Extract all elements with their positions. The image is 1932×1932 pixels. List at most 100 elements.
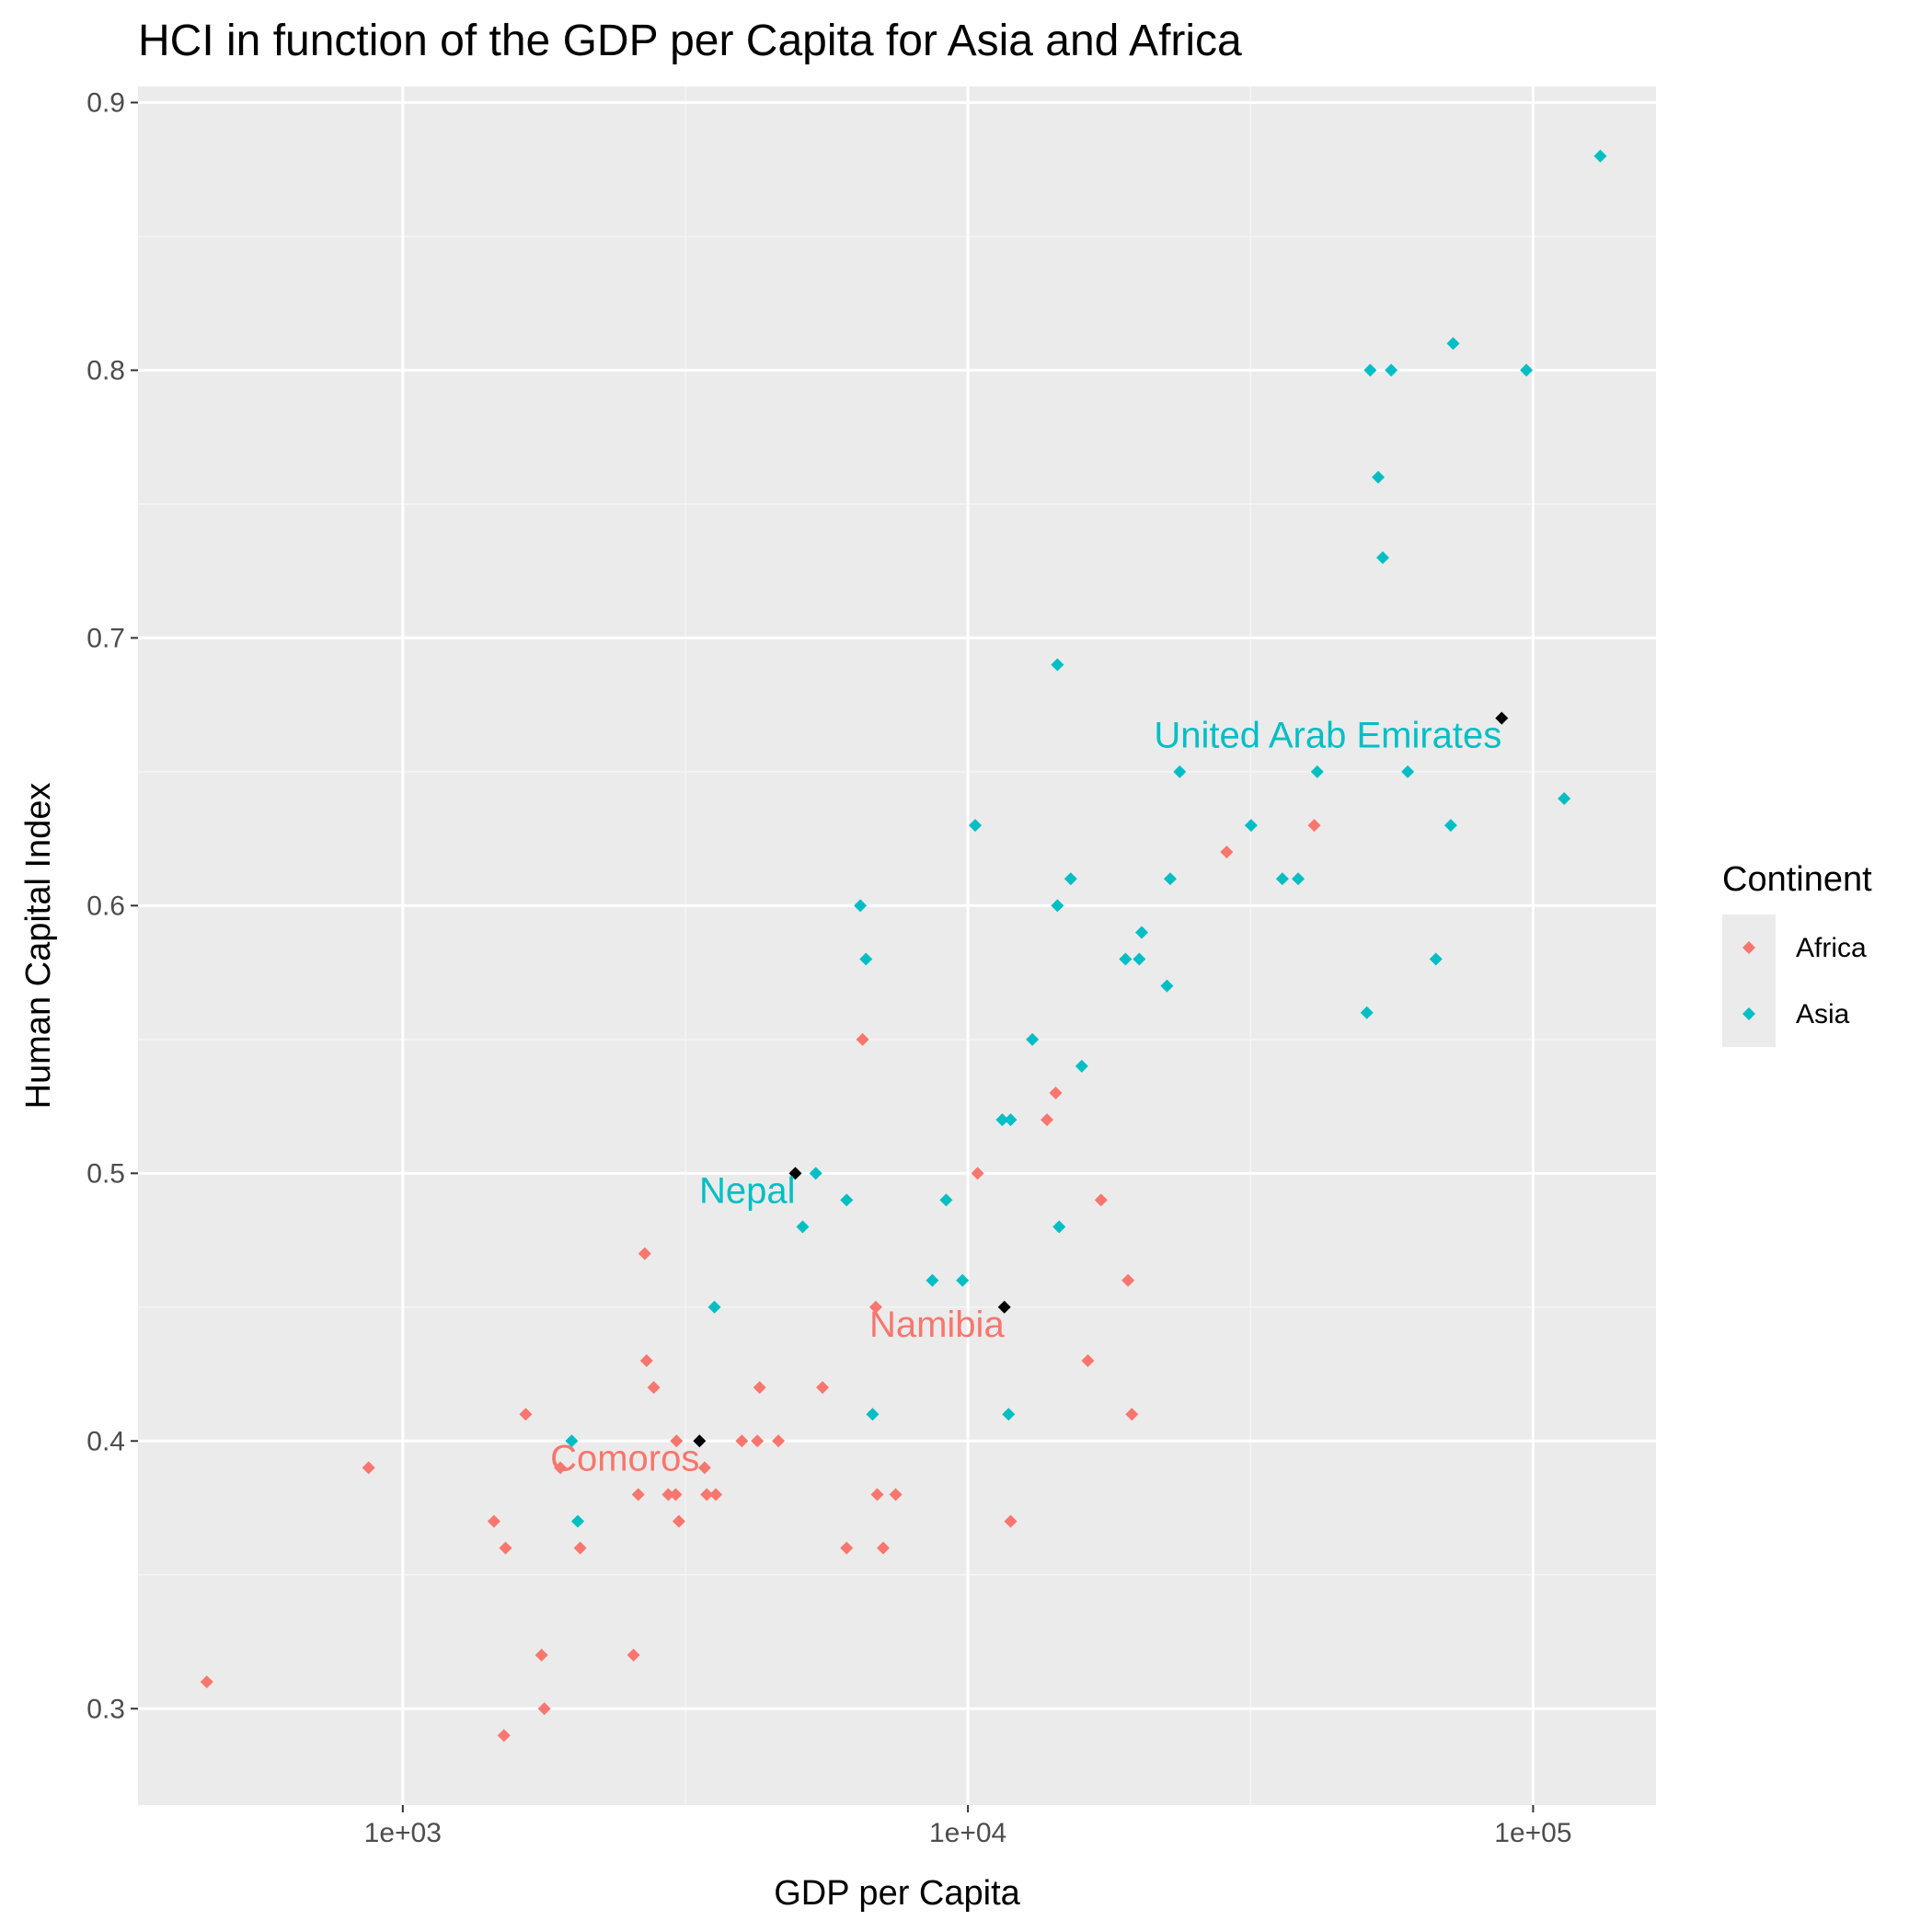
highlighted-point <box>997 1300 1011 1314</box>
data-points <box>200 149 1607 1742</box>
data-point-africa <box>709 1488 723 1501</box>
x-tick-label: 1e+03 <box>364 1818 442 1848</box>
data-point-africa <box>487 1514 500 1528</box>
data-point-africa <box>661 1488 675 1501</box>
data-point-africa <box>700 1488 714 1501</box>
data-point-africa <box>1220 845 1234 859</box>
data-point-africa <box>670 1434 684 1448</box>
minor-gridlines <box>138 86 1656 1805</box>
legend-label: Asia <box>1796 999 1850 1029</box>
data-point-asia <box>1004 1113 1018 1127</box>
data-point-asia <box>1160 979 1174 993</box>
data-point-asia <box>854 899 868 913</box>
data-point-africa <box>554 1461 568 1475</box>
data-point-asia <box>1446 337 1460 351</box>
data-point-africa <box>1125 1408 1139 1421</box>
data-point-africa <box>535 1649 548 1662</box>
y-tick-label: 0.9 <box>86 87 125 118</box>
data-point-africa <box>1307 819 1321 833</box>
data-point-africa <box>497 1729 511 1742</box>
data-point-africa <box>772 1434 786 1448</box>
data-point-asia <box>1026 1032 1040 1046</box>
data-point-asia <box>859 952 873 966</box>
data-point-africa <box>753 1381 766 1395</box>
annotation-label: Nepal <box>699 1170 796 1211</box>
data-point-asia <box>571 1514 585 1528</box>
legend-keys: Africa Asia <box>1722 914 1867 1047</box>
data-point-asia <box>796 1220 810 1234</box>
data-point-asia <box>1002 1408 1016 1421</box>
x-axis: 1e+03 1e+04 1e+05 <box>364 1805 1572 1848</box>
data-point-africa <box>672 1514 685 1528</box>
data-point-asia <box>926 1273 939 1287</box>
highlighted-point <box>1495 711 1509 725</box>
data-point-asia <box>1363 363 1377 377</box>
data-point-asia <box>1275 872 1289 886</box>
legend: Continent Africa Asia <box>1722 860 1872 1047</box>
x-tick-label: 1e+05 <box>1494 1818 1571 1848</box>
highlighted-points <box>693 711 1509 1448</box>
point-annotations: United Arab Emirates Nepal Namibia Comoros <box>550 716 1501 1479</box>
data-point-africa <box>200 1675 213 1689</box>
annotation-label: United Arab Emirates <box>1154 716 1501 756</box>
x-tick-label: 1e+04 <box>929 1818 1006 1848</box>
data-point-africa <box>627 1649 640 1662</box>
chart-title: HCI in function of the GDP per Capita fo… <box>138 17 1242 65</box>
y-tick-label: 0.4 <box>86 1426 125 1456</box>
data-point-asia <box>995 1113 1009 1127</box>
annotation-label: Comoros <box>550 1438 699 1478</box>
highlighted-point <box>788 1167 802 1180</box>
data-point-africa <box>971 1167 984 1180</box>
data-point-asia <box>1558 791 1571 805</box>
data-point-asia <box>1593 149 1607 163</box>
data-point-africa <box>876 1541 890 1555</box>
y-axis-title: Human Capital Index <box>19 783 58 1110</box>
data-point-asia <box>866 1408 880 1421</box>
major-gridlines <box>138 86 1656 1805</box>
data-point-africa <box>631 1488 645 1501</box>
data-point-africa <box>697 1461 711 1475</box>
data-point-asia <box>1075 1059 1088 1073</box>
data-point-asia <box>1173 765 1187 778</box>
data-point-asia <box>1051 658 1064 672</box>
data-point-asia <box>1310 765 1324 778</box>
data-point-asia <box>809 1167 822 1180</box>
legend-key-asia <box>1742 1007 1755 1020</box>
y-tick-label: 0.6 <box>86 891 125 921</box>
data-point-africa <box>1094 1193 1108 1207</box>
data-point-africa <box>499 1541 512 1555</box>
legend-key-africa <box>1742 941 1755 954</box>
data-point-africa <box>519 1408 533 1421</box>
y-tick-label: 0.7 <box>86 623 125 653</box>
data-point-africa <box>856 1032 869 1046</box>
data-point-asia <box>1443 819 1457 833</box>
data-point-africa <box>362 1461 375 1475</box>
y-axis: 0.3 0.4 0.5 0.6 0.7 0.8 0.9 <box>86 87 138 1724</box>
data-point-africa <box>751 1434 765 1448</box>
data-point-asia <box>565 1434 579 1448</box>
data-point-africa <box>638 1247 651 1260</box>
highlighted-point <box>693 1434 707 1448</box>
data-point-asia <box>707 1300 721 1314</box>
data-point-africa <box>573 1541 587 1555</box>
data-point-asia <box>1134 926 1148 939</box>
legend-title: Continent <box>1722 860 1872 899</box>
data-point-asia <box>1372 470 1386 484</box>
data-point-asia <box>1244 819 1258 833</box>
data-point-asia <box>1375 551 1389 565</box>
plot-panel <box>138 86 1656 1805</box>
data-point-africa <box>537 1702 551 1716</box>
annotation-label: Namibia <box>869 1305 1005 1345</box>
data-point-africa <box>840 1541 854 1555</box>
data-point-asia <box>1520 363 1534 377</box>
data-point-africa <box>1121 1273 1135 1287</box>
data-point-asia <box>1292 872 1305 886</box>
data-point-asia <box>1163 872 1177 886</box>
data-point-asia <box>1429 952 1443 966</box>
y-tick-label: 0.5 <box>86 1158 125 1189</box>
data-point-africa <box>868 1300 882 1314</box>
data-point-asia <box>939 1193 953 1207</box>
data-point-africa <box>639 1353 653 1367</box>
y-tick-label: 0.3 <box>86 1694 125 1724</box>
data-point-africa <box>1049 1087 1063 1100</box>
